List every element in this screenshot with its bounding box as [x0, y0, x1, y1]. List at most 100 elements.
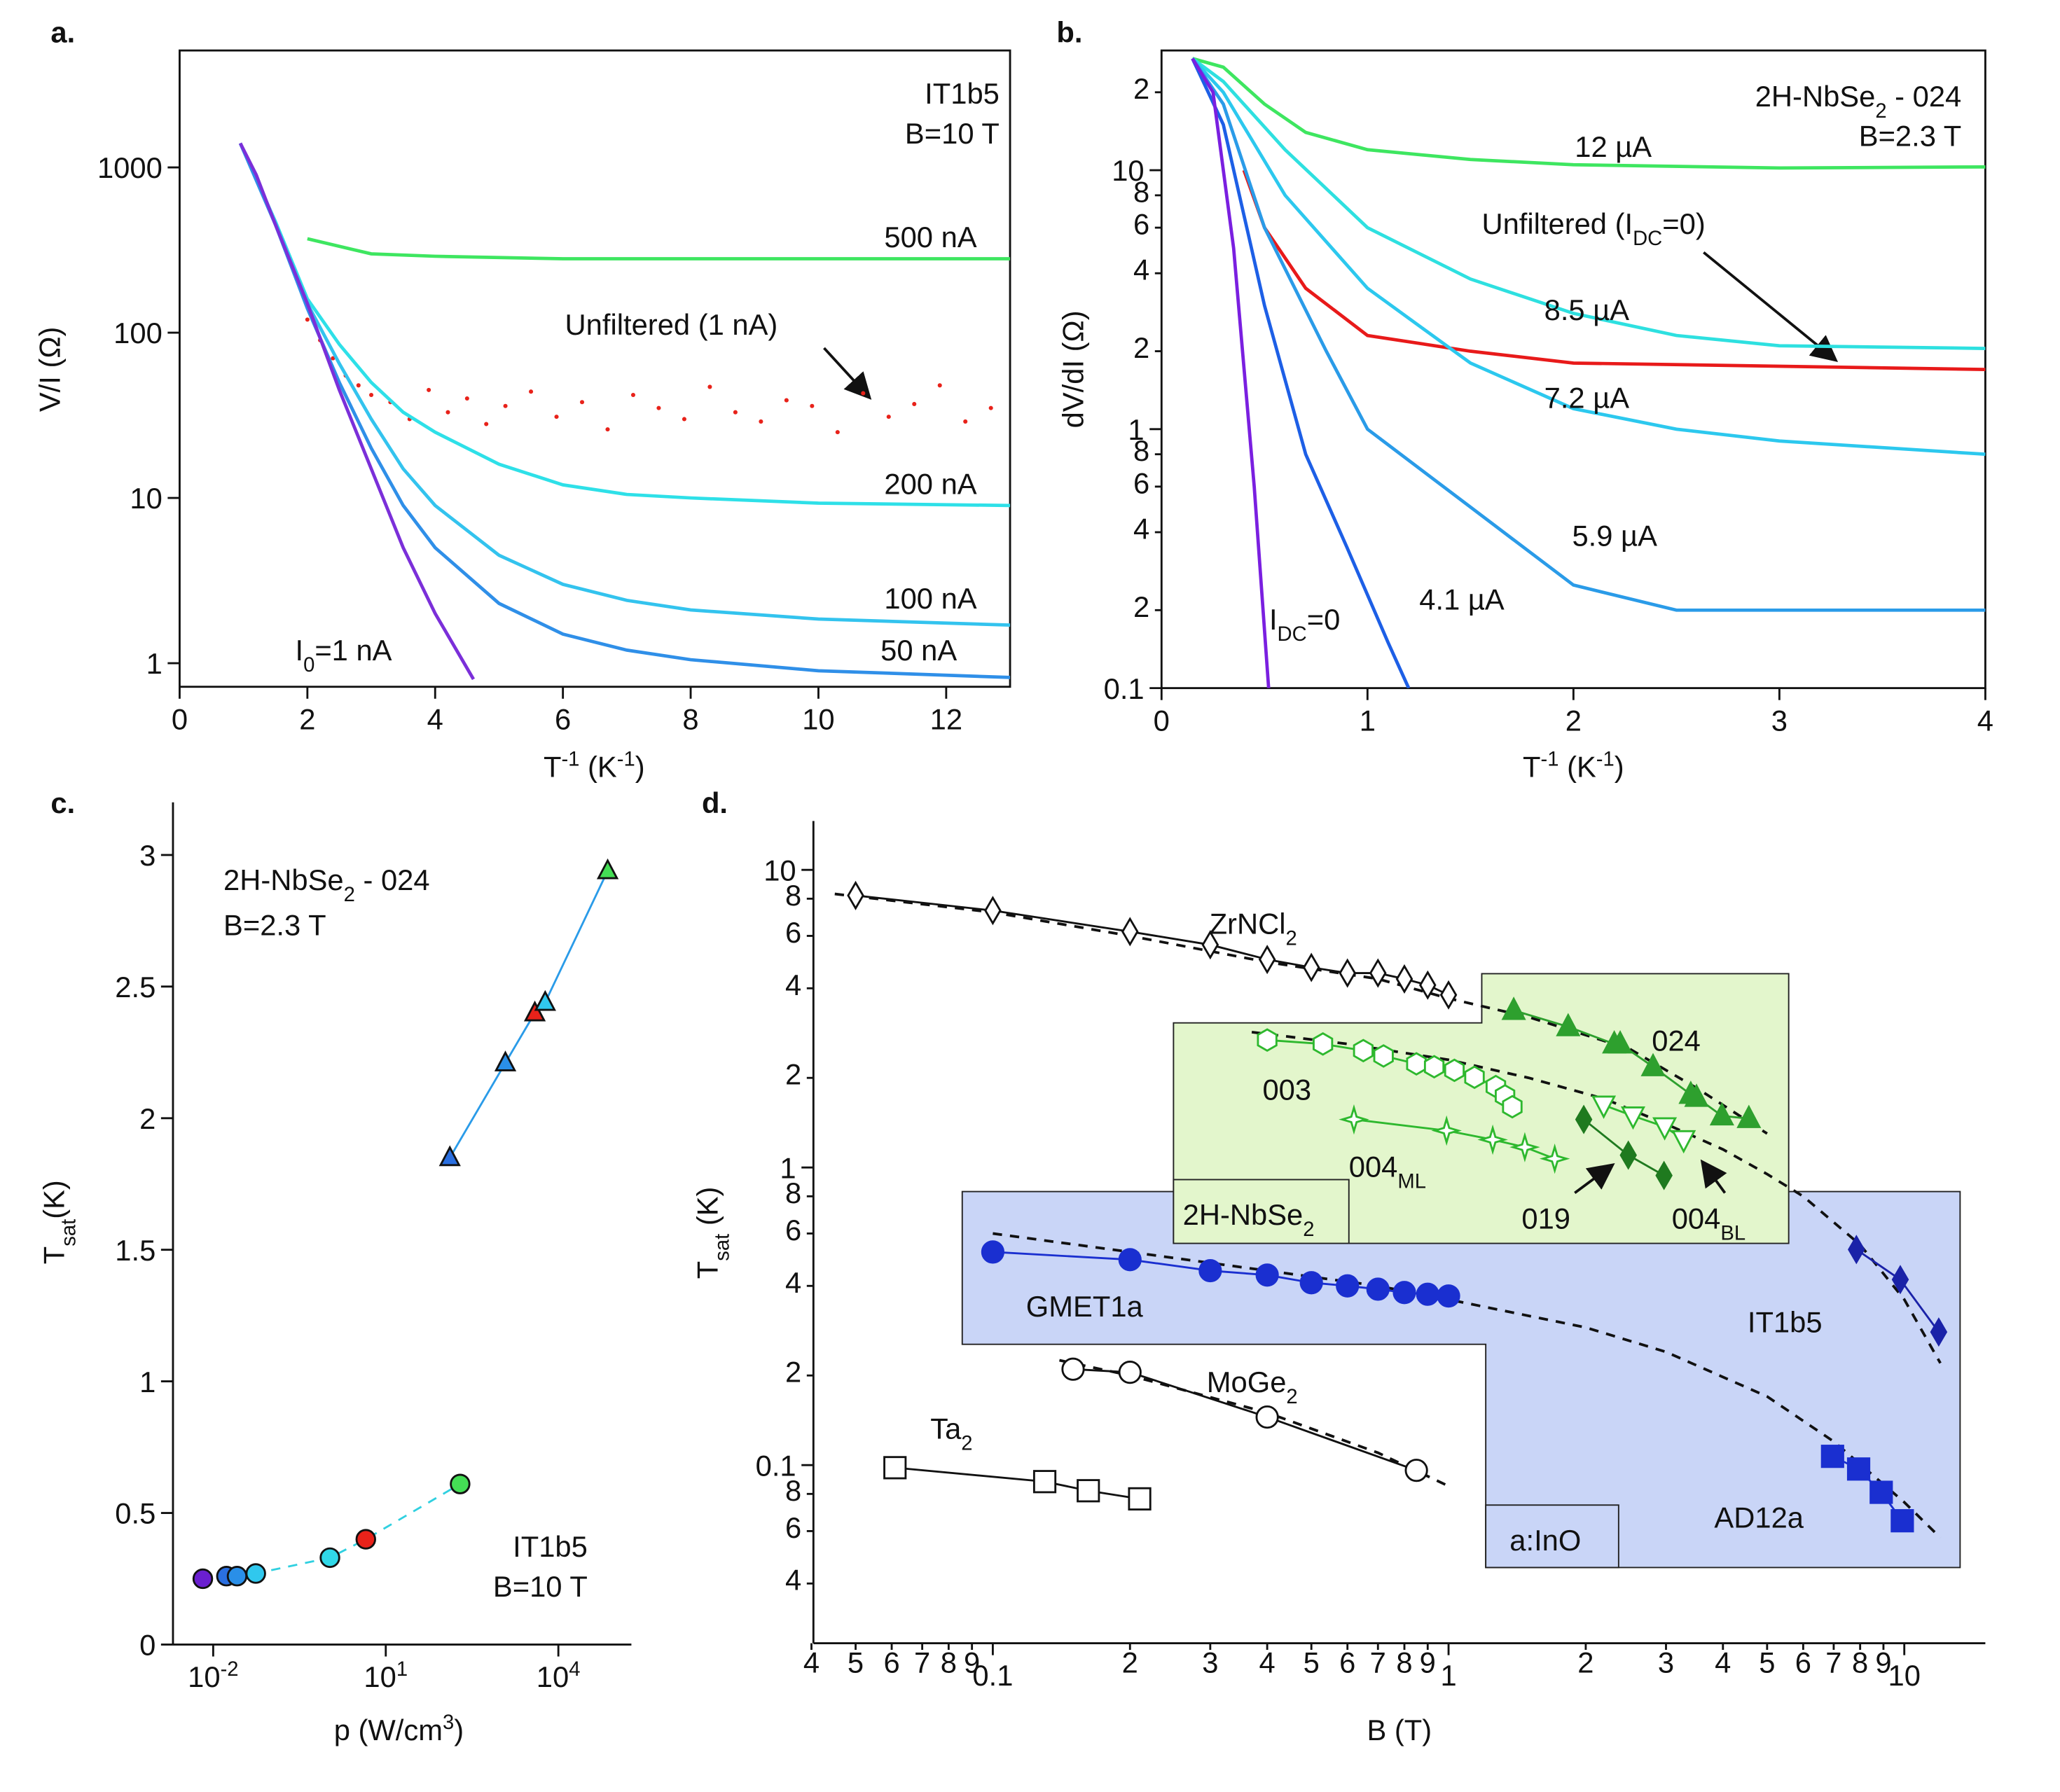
- text-part: 2H-NbSe: [223, 863, 344, 896]
- y-axis-label: dV/dI (Ω): [1056, 310, 1089, 428]
- x-tick-label: 6: [1795, 1646, 1811, 1679]
- x-tick-label: 3: [1658, 1646, 1674, 1679]
- marker: [1869, 1480, 1893, 1504]
- marker: [355, 1529, 376, 1550]
- data-point: [331, 356, 336, 361]
- marker: [438, 1145, 461, 1167]
- marker: [1339, 1104, 1369, 1135]
- series-line: [993, 1251, 1449, 1298]
- marker: [883, 1456, 907, 1480]
- x-tick-label: 2: [1122, 1646, 1138, 1679]
- text-part: (K): [691, 1187, 724, 1234]
- data-point: [579, 400, 585, 405]
- marker: [1198, 1258, 1222, 1283]
- text-part: 2: [1875, 100, 1886, 123]
- marker: [1439, 980, 1458, 1010]
- marker: [523, 1000, 546, 1022]
- y-tick-label: 4: [1133, 253, 1149, 286]
- marker: [1608, 1030, 1633, 1054]
- data-point: [988, 405, 993, 410]
- x-tick-label: 0: [172, 702, 188, 735]
- marker: [1820, 1445, 1844, 1468]
- plot-area: [1191, 57, 1986, 688]
- panel-label: d.: [702, 786, 728, 819]
- data-point: [630, 392, 636, 398]
- marker: [1406, 1052, 1427, 1076]
- y-tick-label: 4: [785, 1564, 801, 1597]
- x-tick-label: 1: [1440, 1659, 1456, 1692]
- series-line: [1191, 57, 1271, 688]
- series-line: [1191, 57, 1986, 350]
- y-tick-label: 1: [780, 1151, 796, 1184]
- text-part: 8.5 µA: [1544, 293, 1630, 326]
- annotation: IDC=0: [1269, 603, 1340, 646]
- text-part: p (W/cm: [334, 1714, 443, 1746]
- marker: [1848, 1235, 1865, 1265]
- annotation: 5.9 µA: [1572, 520, 1657, 553]
- y-tick-label: 2: [785, 1356, 801, 1389]
- plot-area: [192, 858, 619, 1590]
- plot-area: [834, 880, 1948, 1539]
- marker: [1640, 1053, 1666, 1076]
- y-tick-label: 8: [785, 879, 801, 912]
- x-tick-label: 6: [1339, 1646, 1355, 1679]
- text-part: I: [1269, 603, 1278, 636]
- marker: [1591, 1095, 1617, 1119]
- text-part: 2H-NbSe: [1755, 80, 1876, 113]
- text-part: - 024: [1887, 80, 1962, 113]
- tick-exp: 4: [569, 1658, 580, 1681]
- x-tick-label: 10: [802, 702, 834, 735]
- text-part: B=10 T: [493, 1570, 588, 1603]
- marker: [1395, 964, 1413, 994]
- data-point: [529, 389, 534, 394]
- text-part: 12 µA: [1575, 130, 1652, 163]
- marker: [1255, 1405, 1279, 1429]
- data-point: [707, 384, 712, 389]
- annotation: 2H-NbSe2 - 024: [223, 863, 430, 906]
- data-point: [733, 410, 738, 415]
- data-point: [682, 417, 686, 422]
- marker: [1671, 1130, 1696, 1154]
- y-tick-label: 2: [785, 1058, 801, 1091]
- marker: [981, 1240, 1005, 1264]
- annotation: 004BL: [1672, 1202, 1746, 1245]
- annotation: a:InO: [1509, 1524, 1581, 1557]
- x-tick-label: 1: [1360, 704, 1376, 737]
- series-line: [1072, 1368, 1417, 1472]
- marker: [1077, 1479, 1100, 1503]
- x-tick-label: 5: [848, 1646, 864, 1679]
- annotation: B=2.3 T: [223, 908, 326, 941]
- series-line: [238, 142, 1011, 627]
- text-part: 004: [1672, 1202, 1721, 1235]
- marker: [1684, 1083, 1709, 1107]
- y-tick-label: 1: [139, 1366, 155, 1398]
- data-point: [427, 387, 431, 392]
- x-tick-label: 9: [964, 1646, 980, 1679]
- marker: [1416, 1282, 1439, 1306]
- annotation: Unfiltered (IDC=0): [1481, 207, 1705, 250]
- x-axis-label: B (T): [1367, 1714, 1432, 1746]
- text-part: 3: [443, 1711, 454, 1734]
- marker: [1736, 1104, 1762, 1128]
- text-part: (K): [37, 1180, 70, 1219]
- series-line: [834, 892, 1768, 1135]
- marker: [1257, 1028, 1278, 1053]
- text-part: 2: [344, 884, 355, 906]
- marker: [1620, 1106, 1645, 1130]
- text-part: I: [295, 634, 303, 667]
- x-tick-label: 8: [1852, 1646, 1868, 1679]
- tick-exp: 1: [396, 1658, 408, 1681]
- series-line: [238, 142, 1011, 679]
- marker: [1121, 917, 1139, 947]
- marker: [1501, 996, 1526, 1020]
- text-part: - 024: [355, 863, 430, 896]
- series-line: [855, 894, 1449, 996]
- text-part: ML: [1397, 1171, 1426, 1193]
- text-part: 500 nA: [884, 221, 976, 253]
- x-tick-label: 4: [1715, 1646, 1731, 1679]
- y-tick-label: 4: [785, 968, 801, 1001]
- y-tick-label: 1.5: [115, 1234, 155, 1267]
- x-tick-label: 7: [1370, 1646, 1386, 1679]
- x-tick-label: 10-2: [188, 1658, 238, 1693]
- series-line: [238, 142, 476, 681]
